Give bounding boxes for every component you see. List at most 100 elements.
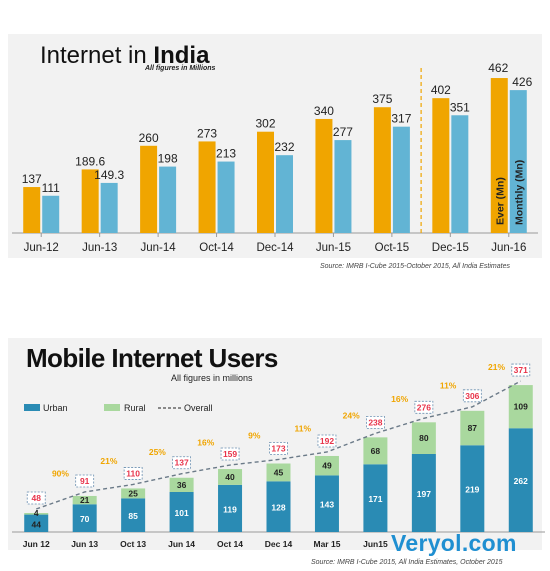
urban-value-label: 262 xyxy=(514,476,528,486)
overall-label-box xyxy=(414,400,434,414)
monthly-value-label: 198 xyxy=(158,152,178,166)
monthly-bar xyxy=(217,161,235,233)
rural-bar xyxy=(314,455,339,476)
growth-percent-label: 16% xyxy=(391,394,408,404)
rural-bar xyxy=(266,463,291,482)
chart1-x-tick-label: Jun-15 xyxy=(316,242,351,254)
urban-value-label: 219 xyxy=(465,485,479,495)
urban-value-label: 128 xyxy=(271,503,285,513)
rural-value-label: 80 xyxy=(419,433,429,443)
ever-value-label: 302 xyxy=(255,117,275,131)
rural-value-label: 109 xyxy=(514,402,528,412)
overall-label-box xyxy=(123,467,143,480)
ever-bar xyxy=(315,118,333,233)
ever-bar xyxy=(373,107,391,233)
legend-rural-swatch xyxy=(104,404,120,411)
overall-label-box xyxy=(462,389,482,403)
urban-bar xyxy=(24,514,49,532)
overall-trend-line xyxy=(35,380,522,510)
legend-urban-swatch xyxy=(24,404,40,411)
overall-value-label: 48 xyxy=(31,493,41,503)
overall-label-box xyxy=(172,456,191,470)
ever-bar xyxy=(23,187,41,233)
monthly-value-label: 426 xyxy=(512,75,532,89)
urban-value-label: 70 xyxy=(80,514,90,524)
monthly-bar xyxy=(392,126,410,233)
rural-bar xyxy=(24,512,49,515)
chart1-x-tick-label: Jun-14 xyxy=(141,242,177,254)
ever-value-label: 137 xyxy=(22,172,42,186)
legend-rural-label: Rural xyxy=(124,403,146,413)
monthly-value-label: 213 xyxy=(216,147,236,161)
chart2-x-tick-label: Jun15 xyxy=(363,539,388,549)
growth-percent-label: 25% xyxy=(149,447,166,457)
chart2-x-tick-label: Jun 13 xyxy=(71,539,98,549)
monthly-value-label: 111 xyxy=(42,181,61,195)
overall-value-label: 91 xyxy=(80,476,90,486)
chart2-x-tick-label: Oct 14 xyxy=(217,539,243,549)
overall-value-label: 276 xyxy=(417,402,431,412)
growth-percent-label: 9% xyxy=(248,430,261,440)
urban-bar xyxy=(218,484,243,532)
urban-value-label: 119 xyxy=(223,504,237,514)
growth-percent-label: 21% xyxy=(488,362,505,372)
legend-overall-label: Overall xyxy=(184,403,213,413)
chart2-x-tick-label: Mar 15 xyxy=(313,539,340,549)
chart2-x-tick-label: Jun 12 xyxy=(23,539,50,549)
urban-bar xyxy=(266,481,291,532)
overall-value-label: 159 xyxy=(223,449,237,459)
overall-value-label: 238 xyxy=(368,417,382,427)
urban-value-label: 44 xyxy=(31,519,41,529)
chart2-source: Source: IMRB I-Cube 2015, All India Esti… xyxy=(311,559,503,566)
overall-value-label: 137 xyxy=(174,458,188,468)
urban-value-label: 85 xyxy=(128,511,138,521)
rural-bar xyxy=(169,477,194,493)
ever-value-label: 402 xyxy=(431,83,451,97)
urban-value-label: 171 xyxy=(368,494,382,504)
growth-percent-label: 90% xyxy=(52,468,69,478)
monthly-value-label: 149.3 xyxy=(94,168,124,182)
urban-bar xyxy=(169,492,194,532)
urban-bar xyxy=(72,504,97,532)
rural-bar xyxy=(72,495,97,505)
rural-bar xyxy=(508,385,533,429)
chart1-x-tick-label: Jun-13 xyxy=(82,242,117,254)
ever-bar xyxy=(257,131,274,233)
urban-value-label: 143 xyxy=(320,500,334,510)
rural-value-label: 68 xyxy=(371,446,381,456)
monthly-value-label: 351 xyxy=(450,100,470,114)
rural-bar xyxy=(363,437,388,465)
urban-value-label: 197 xyxy=(417,489,431,499)
overall-label-box xyxy=(269,442,288,455)
ever-value-label: 273 xyxy=(197,126,217,140)
urban-bar xyxy=(460,445,485,532)
overall-label-box xyxy=(366,415,385,429)
overall-value-label: 173 xyxy=(271,443,285,453)
growth-percent-label: 21% xyxy=(100,456,117,466)
ever-bar xyxy=(81,169,99,233)
urban-bar xyxy=(508,428,533,532)
rural-value-label: 40 xyxy=(225,472,235,482)
rural-value-label: 49 xyxy=(322,461,332,471)
rural-value-label: 36 xyxy=(177,480,187,490)
monthly-value-label: 317 xyxy=(391,112,411,126)
overall-value-label: 371 xyxy=(514,365,528,375)
rural-bar xyxy=(218,469,243,485)
ever-bar xyxy=(140,145,158,233)
chart1-x-tick-label: Oct-15 xyxy=(375,242,410,254)
monthly-value-label: 232 xyxy=(274,140,294,154)
rural-value-label: 45 xyxy=(274,467,284,477)
growth-percent-label: 11% xyxy=(294,424,311,434)
chart1-x-tick-label: Jun-16 xyxy=(491,242,526,254)
rural-bar xyxy=(460,410,485,446)
monthly-bar xyxy=(42,195,60,233)
ever-bar xyxy=(198,141,216,233)
rural-value-label: 4 xyxy=(34,508,39,518)
monthly-bar xyxy=(334,140,352,233)
rural-bar xyxy=(121,488,146,499)
urban-value-label: 101 xyxy=(174,508,188,518)
monthly-series-label: Monthly (Mn) xyxy=(513,160,525,225)
rural-value-label: 87 xyxy=(468,423,478,433)
